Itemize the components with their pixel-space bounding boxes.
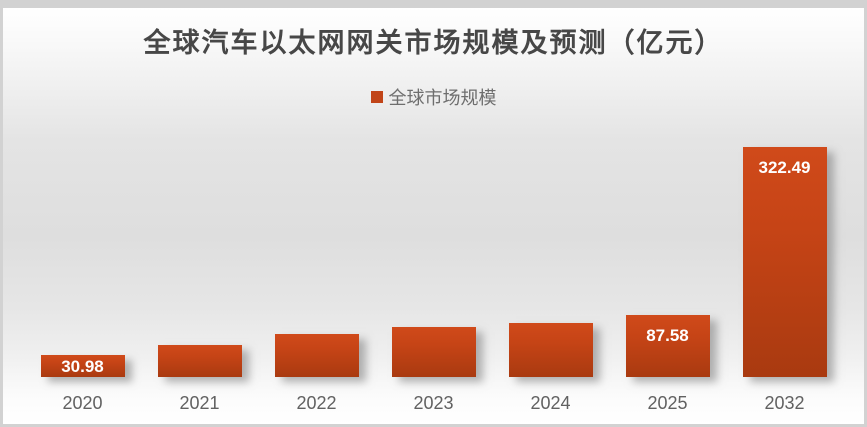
x-axis-label-2020: 2020 xyxy=(62,393,103,413)
bar-column-2032: 322.49 xyxy=(742,147,827,377)
bar-2022 xyxy=(274,334,359,377)
x-axis-label-2024: 2024 xyxy=(530,393,571,413)
bar-2025: 87.58 xyxy=(625,315,710,377)
legend-swatch-icon xyxy=(370,91,383,103)
legend-label: 全球市场规模 xyxy=(388,88,497,109)
bar-2024 xyxy=(508,323,593,377)
x-axis-label-2032: 2032 xyxy=(764,393,805,413)
chart-title: 全球汽车以太网网关市场规模及预测（亿元） xyxy=(143,28,724,59)
bar-2021 xyxy=(157,345,242,377)
bar-value-label-2020: 30.98 xyxy=(61,356,104,376)
bar-column-2020: 30.98 xyxy=(40,147,125,377)
legend: 全球市场规模 xyxy=(3,84,864,110)
bar-2023 xyxy=(391,327,476,377)
bar-column-2021 xyxy=(157,147,242,377)
x-axis-label-2023: 2023 xyxy=(413,393,454,413)
bar-value-label-2025: 87.58 xyxy=(646,326,689,345)
bar-column-2023 xyxy=(391,147,476,377)
bar-column-2022 xyxy=(274,147,359,377)
bars-row: 30.98 87.58 322.49 xyxy=(3,147,864,377)
bar-column-2025: 87.58 xyxy=(625,147,710,377)
bar-2032: 322.49 xyxy=(742,147,827,377)
bar-2020: 30.98 xyxy=(40,355,125,377)
x-axis-label-2022: 2022 xyxy=(296,393,337,413)
x-axis-label-2025: 2025 xyxy=(647,393,688,413)
x-axis-labels: 2020 2021 2022 2023 2024 2025 2032 xyxy=(3,393,864,414)
chart-canvas: 全球汽车以太网网关市场规模及预测（亿元） 全球市场规模 30.98 87.58 32… xyxy=(3,8,864,424)
x-axis-label-2021: 2021 xyxy=(179,393,220,413)
bar-column-2024 xyxy=(508,147,593,377)
bar-value-label-2032: 322.49 xyxy=(758,158,811,177)
